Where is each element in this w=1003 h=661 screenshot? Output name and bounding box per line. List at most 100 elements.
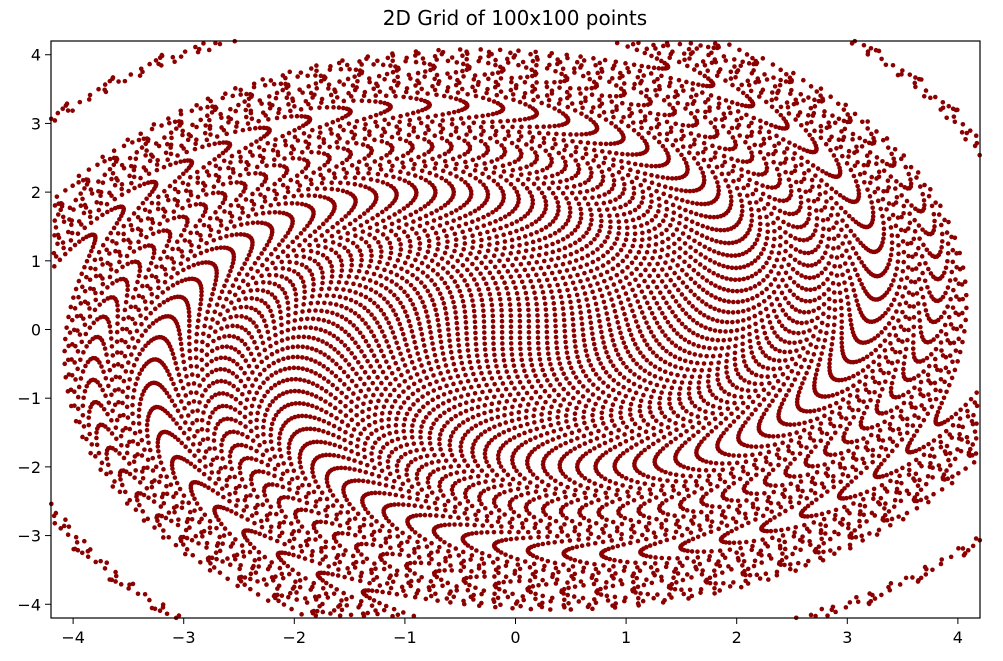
data-point (856, 407, 861, 413)
data-point (818, 128, 824, 134)
data-point (470, 233, 475, 239)
data-point (383, 536, 389, 542)
data-point (484, 382, 489, 388)
data-point (243, 296, 248, 301)
data-point (709, 429, 714, 434)
data-point (394, 272, 400, 278)
data-point (525, 421, 530, 427)
data-point (276, 524, 282, 530)
data-point (546, 450, 552, 456)
data-point (795, 371, 801, 376)
data-point (456, 423, 462, 428)
data-point (409, 428, 415, 434)
data-point (480, 523, 486, 528)
data-point (489, 376, 495, 381)
data-point (883, 446, 889, 452)
data-point (510, 516, 515, 522)
data-point (784, 555, 789, 560)
data-point (248, 411, 254, 416)
data-point (547, 522, 552, 527)
data-point (454, 584, 459, 589)
data-point (938, 388, 943, 394)
data-point (812, 376, 818, 382)
data-point (783, 79, 789, 84)
data-point (447, 438, 453, 443)
data-point (847, 255, 853, 260)
data-point (916, 373, 921, 378)
data-point (384, 375, 389, 381)
data-point (812, 128, 817, 134)
data-point (933, 387, 938, 393)
data-point (901, 203, 907, 209)
data-point (503, 537, 509, 543)
data-point (455, 284, 460, 289)
data-point (524, 296, 530, 301)
data-point (338, 258, 344, 263)
data-point (740, 464, 746, 470)
data-point (137, 73, 143, 78)
data-point (346, 570, 352, 576)
data-point (280, 286, 285, 292)
data-point (170, 351, 176, 357)
data-point (238, 400, 243, 406)
data-point (250, 383, 255, 388)
data-point (920, 270, 925, 276)
data-point (469, 426, 475, 431)
data-point (539, 412, 544, 417)
data-point (433, 591, 438, 597)
data-point (332, 442, 338, 448)
data-point (248, 351, 254, 357)
data-point (745, 471, 751, 477)
data-point (551, 372, 557, 377)
data-point (869, 351, 874, 357)
data-point (518, 346, 523, 352)
data-point (877, 501, 883, 507)
data-point (547, 410, 553, 416)
data-point (323, 507, 328, 513)
data-point (199, 393, 205, 398)
data-point (499, 393, 505, 399)
data-point (429, 556, 434, 562)
data-point (682, 483, 687, 489)
data-point (612, 605, 618, 610)
data-point (478, 491, 484, 496)
data-point (221, 494, 226, 500)
data-point (413, 257, 418, 263)
data-point (931, 491, 936, 497)
data-point (293, 515, 299, 520)
data-point (887, 257, 893, 263)
data-point (927, 397, 933, 403)
data-point (881, 236, 886, 241)
data-point (381, 311, 387, 317)
data-point (906, 327, 911, 333)
data-point (865, 364, 871, 369)
data-point (330, 382, 336, 388)
data-point (700, 83, 706, 88)
data-point (963, 317, 968, 323)
data-point (807, 529, 812, 534)
data-point (498, 550, 504, 555)
data-point (190, 420, 195, 426)
data-point (503, 440, 509, 445)
data-point (848, 322, 854, 328)
data-point (297, 401, 302, 406)
data-point (936, 212, 942, 217)
data-point (279, 508, 285, 514)
data-point (753, 511, 759, 517)
data-point (452, 504, 458, 510)
data-point (256, 328, 262, 334)
data-point (227, 289, 232, 295)
data-point (199, 293, 204, 298)
data-point (287, 365, 292, 371)
data-point (425, 249, 431, 254)
data-point (444, 233, 449, 239)
data-point (243, 405, 248, 411)
data-point (649, 53, 654, 59)
data-point (680, 577, 686, 583)
data-point (420, 394, 425, 399)
data-point (231, 334, 237, 339)
data-point (544, 318, 549, 324)
data-point (217, 41, 223, 47)
data-point (893, 223, 899, 229)
data-point (339, 390, 345, 396)
